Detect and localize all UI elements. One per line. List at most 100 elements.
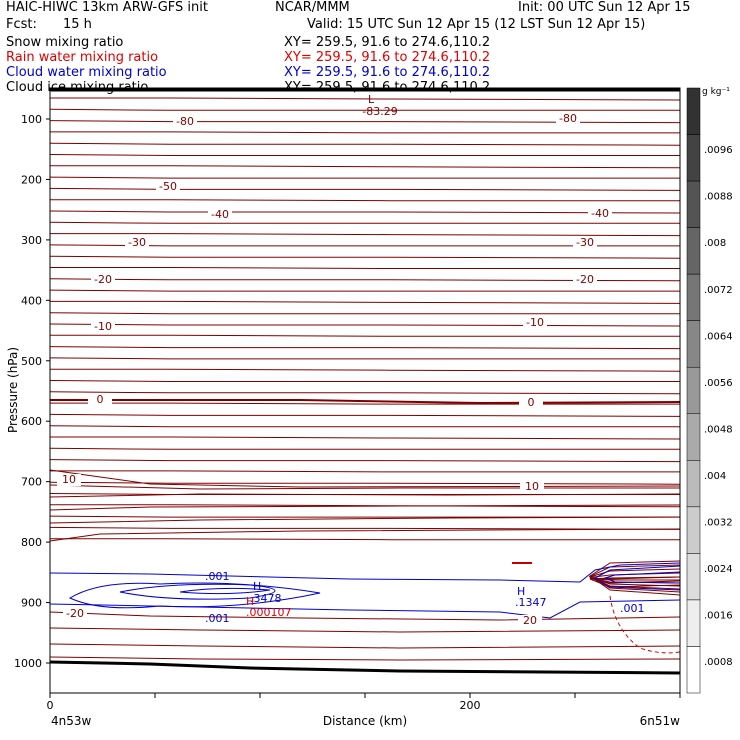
- temperature-label: -20: [576, 273, 594, 286]
- temperature-label: 10: [62, 473, 76, 486]
- isotherm-line: [50, 504, 681, 508]
- extremum-rain-marker: H: [246, 595, 254, 608]
- colorbar-segment: [686, 366, 701, 415]
- isotherm-line: [50, 470, 680, 473]
- colorbar-segment: [686, 180, 701, 228]
- field-name-ice: Cloud ice mixing ratio: [6, 80, 149, 95]
- isotherm-line: [50, 233, 681, 237]
- colorbar-tick-label: .0064: [704, 331, 733, 342]
- y-tick-label: 400: [21, 294, 42, 307]
- extremum-low-marker: L: [368, 93, 375, 106]
- terrain-surface: [49, 660, 681, 675]
- isotherm-line: [49, 493, 681, 498]
- contour-labels: -80 -80 -50 -40 -40 -30 -30 -20 -20 -10 -10 0 0 10 10 -…: [57, 93, 645, 627]
- temperature-label: 10: [525, 480, 539, 493]
- valid-time: Valid: 15 UTC Sun 12 Apr 15 (12 LST Sun …: [307, 17, 646, 32]
- cloud-water-contour: [119, 583, 276, 600]
- isotherm-line: [49, 391, 681, 395]
- label-background: [91, 321, 115, 333]
- isotherm-line: [50, 300, 681, 304]
- colorbar-segment: [686, 273, 701, 321]
- isotherm-line: [50, 97, 681, 101]
- cloud-water-contour: [593, 565, 681, 591]
- colorbar-segment: [686, 599, 701, 647]
- isotherm-line: [50, 334, 680, 337]
- isotherm-contours: [49, 97, 681, 661]
- field-name-cloudwater: Cloud water mixing ratio: [6, 65, 167, 80]
- extremum-high-value: .1347: [515, 596, 547, 609]
- isotherm-line: [49, 357, 680, 360]
- temperature-label: -20: [94, 273, 112, 286]
- cloud-water-label: .001: [205, 570, 230, 583]
- temperature-label: -50: [159, 180, 177, 193]
- section-end-label: 6n51w: [640, 714, 681, 728]
- temperature-label: -30: [576, 236, 594, 249]
- section-start-label: 4n53w: [51, 714, 92, 728]
- isotherm-line: [49, 526, 681, 530]
- colorbar-segment: [686, 87, 701, 135]
- label-background: [173, 116, 197, 128]
- x-tick-label: 200: [460, 699, 481, 712]
- colorbar-tick-label: .0096: [704, 145, 733, 156]
- fcst-label: Fcst:: [6, 17, 37, 32]
- colorbar-tick-label: .0032: [704, 517, 733, 528]
- cloud-water-contour: [49, 599, 681, 619]
- isotherm-line: [49, 627, 681, 633]
- label-background: [520, 481, 544, 493]
- temperature-label: -40: [591, 207, 609, 220]
- extremum-high-value: .3478: [250, 592, 282, 605]
- colorbar-segment: [686, 553, 701, 601]
- label-background: [156, 181, 180, 193]
- colorbar-unit: g kg⁻¹: [702, 87, 730, 97]
- y-tick-label: 1000: [14, 657, 42, 670]
- colorbar-segment: [686, 320, 701, 368]
- cloud-water-label: .001: [205, 612, 230, 625]
- cloud-water-contour: [179, 587, 271, 595]
- label-background: [519, 397, 543, 409]
- isotherm-line: [49, 255, 681, 259]
- temperature-label: -10: [94, 320, 112, 333]
- colorbar-tick-label: .004: [704, 471, 726, 482]
- label-background: [208, 209, 232, 221]
- y-tick-label: 100: [21, 113, 42, 126]
- y-axis-label: Pressure (hPa): [6, 347, 20, 433]
- isotherm-line: [589, 576, 681, 588]
- colorbar-segment: [686, 460, 701, 508]
- temperature-label: 0: [528, 396, 535, 409]
- label-background: [588, 208, 612, 220]
- extremum-rain-value: .000107: [246, 606, 292, 619]
- isotherm-line: [49, 413, 681, 417]
- label-background: [57, 474, 81, 486]
- isotherm-line: [49, 447, 680, 450]
- temperature-label: -20: [66, 607, 84, 620]
- colorbar-segment: [686, 413, 701, 461]
- isotherm-line: [50, 165, 681, 169]
- plot-frame: [49, 87, 681, 694]
- temperature-label: -30: [128, 236, 146, 249]
- x-tick-label: 0: [47, 699, 54, 712]
- colorbar-segment: [686, 646, 701, 694]
- field-xy-ice: XY= 259.5, 91.6 to 274.6,110.2: [284, 80, 491, 95]
- isotherm-line: [49, 459, 681, 463]
- isotherm-line: [49, 611, 681, 621]
- label-background: [91, 274, 115, 286]
- cloud-water-contour: [68, 582, 321, 609]
- field-name-snow: Snow mixing ratio: [6, 35, 124, 50]
- colorbar-tick-label: .008: [704, 238, 726, 249]
- y-tick-label: 900: [21, 597, 42, 610]
- cloud-water-contours: [49, 562, 681, 619]
- isotherm-line: [49, 187, 681, 191]
- isotherm-line: [49, 515, 680, 518]
- isotherm-line: [49, 142, 681, 146]
- y-tick-label: 600: [21, 415, 42, 428]
- extremum-low-value: -83.29: [362, 105, 397, 118]
- label-background: [88, 394, 112, 406]
- label-background: [523, 317, 547, 329]
- extremum-high-marker: H: [253, 580, 261, 593]
- isotherm-line: [49, 210, 681, 214]
- fcst-value: 15 h: [63, 17, 92, 32]
- temperature-label: -80: [176, 115, 194, 128]
- label-background: [556, 113, 580, 125]
- isotherm-line: [49, 516, 681, 524]
- extremum-high-marker: H: [517, 585, 525, 598]
